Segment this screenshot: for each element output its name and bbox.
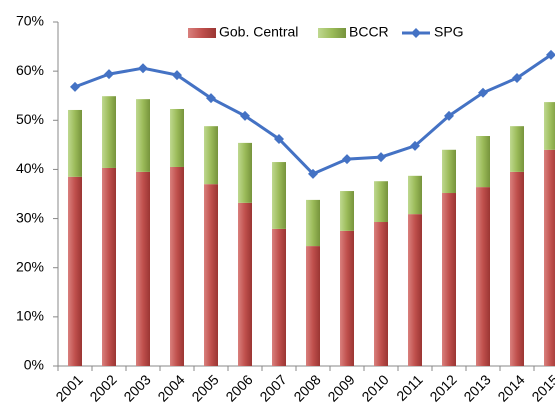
bar (476, 136, 490, 188)
x-tick-label: 2014 (494, 371, 527, 404)
x-tick-label: 2009 (324, 371, 357, 404)
bar (544, 102, 555, 150)
bar (204, 126, 218, 185)
bar (238, 202, 252, 366)
x-tick-label: 2003 (120, 371, 153, 404)
x-tick-label: 2012 (426, 371, 459, 404)
y-tick-label: 40% (16, 160, 44, 176)
marker (478, 87, 488, 98)
bar (136, 171, 150, 366)
bar (136, 99, 150, 172)
marker (308, 168, 318, 179)
bar (272, 228, 286, 366)
bar (408, 214, 422, 366)
bar (340, 230, 354, 366)
bar (442, 149, 456, 194)
bar (340, 191, 354, 231)
marker (444, 110, 454, 121)
y-tick-label: 0% (24, 357, 44, 373)
bar (544, 149, 555, 366)
legend-label: SPG (434, 24, 464, 40)
legend-label: BCCR (349, 24, 389, 40)
marker (410, 140, 420, 151)
y-tick-label: 10% (16, 308, 44, 324)
bar (306, 199, 320, 247)
marker (342, 154, 352, 165)
bar (476, 187, 490, 366)
marker (546, 49, 555, 60)
bar (510, 126, 524, 172)
marker (172, 70, 182, 81)
marker (206, 93, 216, 104)
y-tick-label: 20% (16, 258, 44, 274)
legend-swatch (188, 28, 216, 38)
bar (68, 109, 82, 177)
legend-label: Gob. Central (219, 24, 298, 40)
marker (104, 69, 114, 80)
x-tick-label: 2005 (188, 371, 221, 404)
legend-marker (411, 28, 421, 38)
bar (374, 222, 388, 366)
bar (170, 166, 184, 366)
x-tick-label: 2013 (460, 371, 493, 404)
bar (510, 171, 524, 366)
bar (272, 162, 286, 229)
bar (68, 176, 82, 366)
x-tick-label: 2004 (154, 371, 187, 404)
bar (374, 181, 388, 223)
y-tick-label: 60% (16, 62, 44, 78)
marker (274, 133, 284, 144)
x-tick-label: 2008 (290, 371, 323, 404)
x-tick-label: 2010 (358, 371, 391, 404)
y-tick-label: 70% (16, 13, 44, 29)
y-tick-label: 30% (16, 209, 44, 225)
marker (240, 110, 250, 121)
x-tick-label: 2007 (256, 371, 289, 404)
x-tick-label: 2015 (528, 371, 555, 404)
marker (138, 63, 148, 74)
x-tick-label: 2006 (222, 371, 255, 404)
y-tick-label: 50% (16, 111, 44, 127)
marker (376, 152, 386, 163)
bar (204, 184, 218, 366)
bar (170, 108, 184, 167)
bar (442, 193, 456, 366)
x-tick-label: 2011 (393, 371, 426, 404)
x-tick-label: 2002 (86, 371, 119, 404)
marker (512, 73, 522, 84)
bar (408, 175, 422, 215)
bar (238, 142, 252, 203)
bar (102, 167, 116, 366)
legend-swatch (318, 28, 346, 38)
bar (306, 246, 320, 366)
bar (102, 96, 116, 168)
x-tick-label: 2001 (52, 371, 85, 404)
marker (70, 81, 80, 92)
